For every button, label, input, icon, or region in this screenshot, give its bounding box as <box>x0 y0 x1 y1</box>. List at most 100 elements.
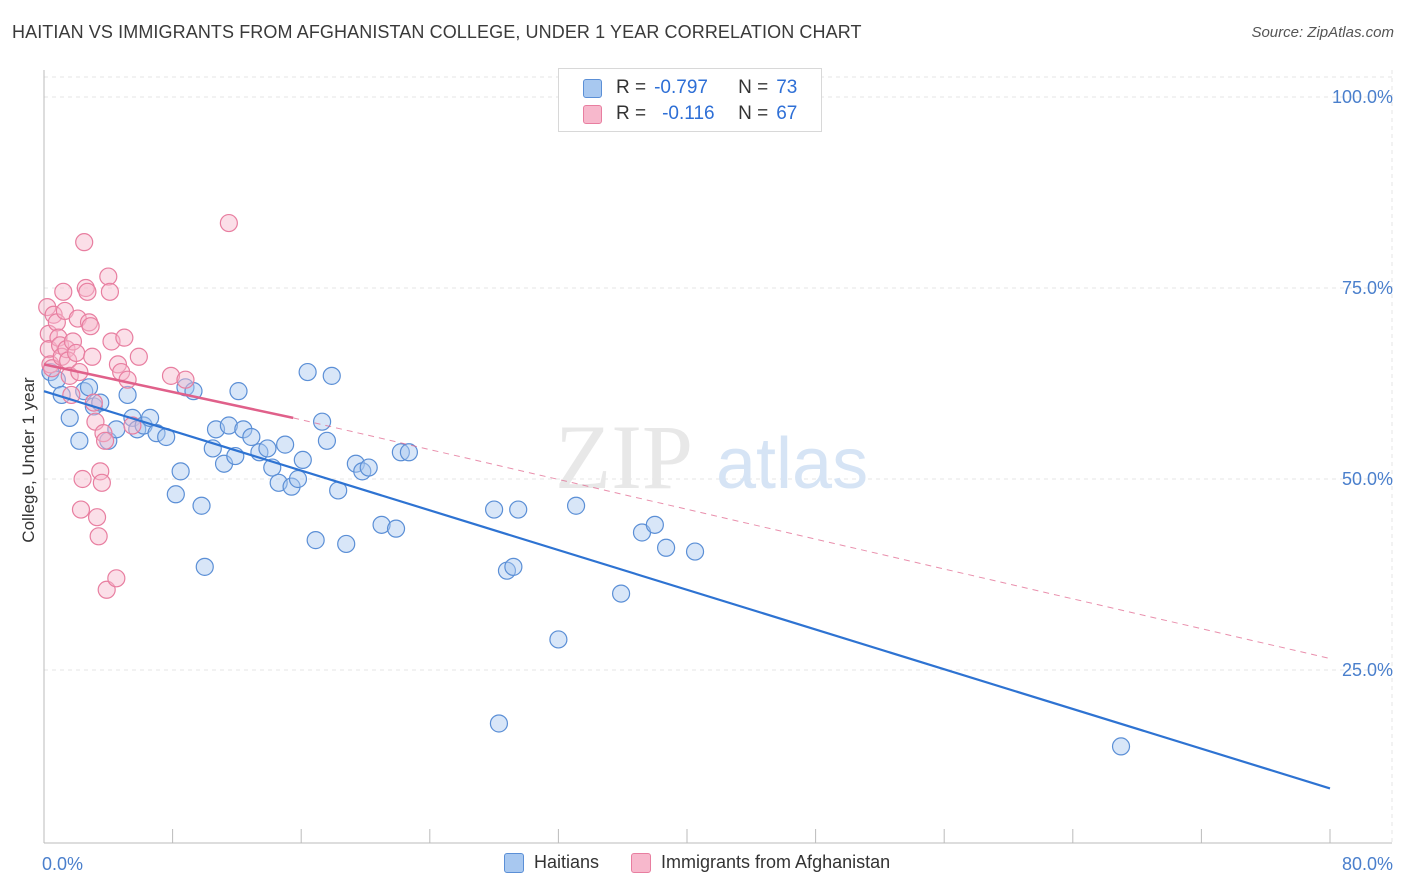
haitians-point-66 <box>1111 737 1131 756</box>
haitians-point-46 <box>337 534 356 554</box>
afghanistan-point-32 <box>91 462 110 481</box>
haitians-point-39 <box>293 450 312 469</box>
legend-swatch-afghanistan <box>631 852 652 873</box>
afghanistan-point-0 <box>38 298 57 317</box>
haitians-point-37 <box>282 477 301 496</box>
haitians-point-6 <box>79 378 99 397</box>
series-legend: Haitians Immigrants from Afghanistan <box>504 852 890 873</box>
haitians-point-11 <box>118 385 137 405</box>
legend-n-value-afghanistan: 67 <box>776 103 798 124</box>
haitians-point-53 <box>399 443 419 462</box>
afghanistan-point-33 <box>92 473 111 492</box>
haitians-point-4 <box>70 431 89 450</box>
haitians-point-61 <box>611 584 631 603</box>
trend-line-afghanistan-extension <box>293 417 1331 660</box>
watermark-zip: ZIP <box>555 406 693 508</box>
afghanistan-point-38 <box>100 282 120 301</box>
afghanistan-point-44 <box>118 370 137 389</box>
afghanistan-point-48 <box>176 370 195 389</box>
legend-r-value-haitians: -0.797 <box>654 77 708 98</box>
haitians-point-55 <box>489 714 509 733</box>
afghanistan-point-24 <box>78 282 97 301</box>
y-tick-label-25: 25.0% <box>1342 660 1393 680</box>
haitians-point-50 <box>372 515 391 534</box>
afghanistan-point-10 <box>54 282 73 301</box>
legend-swatch-blue <box>583 78 602 98</box>
haitians-point-59 <box>549 630 568 649</box>
haitians-point-3 <box>60 408 79 427</box>
legend-label-haitians: Haitians <box>534 852 600 872</box>
haitians-point-43 <box>317 431 337 450</box>
y-tick-label-100: 100.0% <box>1332 87 1393 107</box>
haitians-point-18 <box>166 485 185 504</box>
haitians-point-60 <box>566 496 586 515</box>
legend-swatch-haitians <box>504 852 524 873</box>
haitians-point-57 <box>504 557 523 576</box>
chart-source: Source: ZipAtlas.com <box>1251 24 1394 41</box>
y-tick-label-50: 50.0% <box>1342 469 1393 489</box>
y-axis-label: College, Under 1 year <box>19 377 38 543</box>
legend-row-haitians: R = -0.797 N = 73 <box>559 76 797 100</box>
haitians-point-23 <box>195 557 214 576</box>
x-tick-labels: 0.0% 80.0% <box>42 854 1393 874</box>
afghanistan-point-30 <box>87 508 107 527</box>
afghanistan-point-26 <box>81 317 100 336</box>
legend-n-label: N = <box>738 103 769 124</box>
legend-n-label: N = <box>738 77 769 98</box>
legend-swatch-pink <box>583 104 602 124</box>
haitians-point-40 <box>298 362 317 382</box>
afghanistan-point-45 <box>123 416 142 435</box>
x-tick-label-max: 80.0% <box>1342 854 1393 874</box>
haitians-point-64 <box>657 538 676 557</box>
haitians-point-41 <box>306 531 325 550</box>
haitians-point-65 <box>685 542 705 561</box>
afghanistan-point-20 <box>71 500 91 519</box>
afghanistan-point-35 <box>95 431 115 450</box>
y-tick-label-75: 75.0% <box>1342 278 1393 298</box>
trend-line-afghanistan <box>43 363 294 420</box>
haitians-point-44 <box>322 366 341 385</box>
afghanistan-point-16 <box>63 332 83 351</box>
afghanistan-point-46 <box>129 347 148 366</box>
afghanistan-point-27 <box>83 347 102 366</box>
axes <box>43 70 1392 844</box>
haitians-point-33 <box>258 439 277 458</box>
afghanistan-point-17 <box>67 343 86 363</box>
x-tick-label-min: 0.0% <box>42 854 83 874</box>
grid-lines <box>44 70 1393 843</box>
afghanistan-point-22 <box>75 233 94 252</box>
haitians-point-58 <box>509 500 528 519</box>
legend-label-afghanistan: Immigrants from Afghanistan <box>661 852 891 872</box>
haitians-point-42 <box>312 412 332 431</box>
haitians-point-54 <box>485 500 504 519</box>
correlation-legend: R = -0.797 N = 73 R = -0.116 N = 67 <box>558 68 822 132</box>
afghanistan-point-40 <box>107 569 126 588</box>
watermark: ZIP atlas <box>555 406 868 508</box>
afghanistan-point-47 <box>161 366 181 385</box>
afghanistan-point-31 <box>89 527 108 546</box>
haitians-point-29 <box>229 382 248 401</box>
y-tick-labels: 25.0% 50.0% 75.0% 100.0% <box>1332 87 1393 680</box>
legend-n-value-haitians: 73 <box>776 77 798 98</box>
haitians-point-36 <box>276 435 295 454</box>
legend-r-value-afghanistan: -0.116 <box>662 103 715 124</box>
trend-line-haitians <box>43 390 1331 790</box>
afghanistan-point-37 <box>99 267 118 286</box>
series-haitians-points <box>41 362 1131 756</box>
series-afghanistan-points <box>38 213 238 599</box>
haitians-point-22 <box>192 496 211 515</box>
watermark-atlas: atlas <box>716 424 868 504</box>
afghanistan-point-34 <box>94 424 113 443</box>
haitians-point-31 <box>242 427 261 447</box>
haitians-point-63 <box>645 515 664 534</box>
haitians-point-51 <box>386 519 406 538</box>
haitians-point-27 <box>219 416 238 435</box>
haitians-point-19 <box>171 462 190 481</box>
legend-r-label: R = <box>616 77 647 98</box>
legend-r-label: R = <box>616 103 647 124</box>
chart-title: HAITIAN VS IMMIGRANTS FROM AFGHANISTAN C… <box>12 22 862 42</box>
haitians-point-49 <box>359 458 378 477</box>
haitians-point-16 <box>147 424 166 443</box>
afghanistan-point-49 <box>219 213 238 233</box>
